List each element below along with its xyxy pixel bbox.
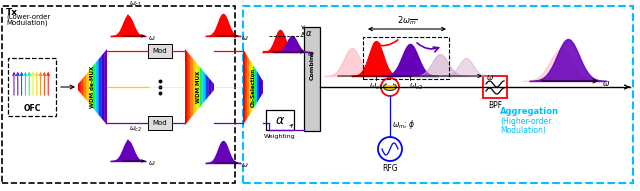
Polygon shape — [253, 65, 255, 109]
Polygon shape — [86, 70, 90, 104]
Text: WDM de-MUX: WDM de-MUX — [90, 66, 95, 108]
Text: RFG: RFG — [382, 164, 398, 173]
Text: Ch-Selection: Ch-Selection — [250, 67, 255, 107]
Polygon shape — [259, 75, 261, 99]
Text: $\alpha$: $\alpha$ — [275, 113, 285, 126]
Polygon shape — [90, 66, 93, 108]
Polygon shape — [261, 78, 263, 96]
Polygon shape — [202, 70, 205, 104]
Polygon shape — [247, 55, 249, 119]
Text: $\omega_m$; $\phi$: $\omega_m$; $\phi$ — [392, 118, 415, 131]
Polygon shape — [208, 77, 211, 97]
Text: $\omega_{c2}$: $\omega_{c2}$ — [129, 125, 142, 134]
Text: Weighting: Weighting — [264, 134, 296, 139]
Polygon shape — [196, 63, 200, 111]
Polygon shape — [81, 77, 84, 97]
Polygon shape — [251, 62, 253, 112]
Text: $\omega$: $\omega$ — [148, 159, 156, 167]
Text: (Higher-order: (Higher-order — [500, 117, 552, 125]
Polygon shape — [185, 49, 188, 125]
Polygon shape — [200, 66, 202, 108]
Text: OFC: OFC — [23, 104, 41, 113]
Text: Mod: Mod — [153, 120, 167, 126]
Text: $\omega_{c2}$: $\omega_{c2}$ — [409, 81, 423, 91]
Text: $\omega$: $\omega$ — [241, 161, 248, 169]
Polygon shape — [78, 80, 81, 94]
FancyBboxPatch shape — [304, 27, 320, 131]
Circle shape — [378, 137, 402, 161]
Text: Modulation): Modulation) — [6, 20, 47, 27]
Polygon shape — [257, 71, 259, 103]
Polygon shape — [211, 80, 214, 94]
Polygon shape — [99, 56, 101, 118]
Circle shape — [381, 78, 399, 96]
Ellipse shape — [383, 83, 397, 91]
Polygon shape — [191, 56, 194, 118]
Text: Combine: Combine — [310, 50, 314, 80]
Text: Modulation): Modulation) — [500, 125, 546, 134]
FancyBboxPatch shape — [148, 44, 172, 58]
Polygon shape — [245, 52, 247, 122]
Text: $\omega$: $\omega$ — [307, 50, 314, 58]
Polygon shape — [101, 53, 104, 121]
Polygon shape — [84, 74, 86, 100]
Text: Aggregation: Aggregation — [500, 107, 559, 116]
FancyBboxPatch shape — [148, 116, 172, 130]
Polygon shape — [249, 59, 251, 115]
Text: $\omega$: $\omega$ — [148, 34, 156, 42]
Polygon shape — [93, 63, 95, 111]
Polygon shape — [255, 68, 257, 106]
Text: BPF: BPF — [488, 101, 502, 110]
Polygon shape — [104, 49, 107, 125]
Polygon shape — [194, 60, 196, 114]
Text: $\omega_{c1}$: $\omega_{c1}$ — [369, 81, 383, 91]
Text: $\omega$: $\omega$ — [486, 74, 494, 83]
Text: WDM MUX: WDM MUX — [196, 71, 202, 103]
Polygon shape — [243, 49, 245, 125]
Text: $\omega_{c1}$: $\omega_{c1}$ — [129, 0, 142, 9]
FancyBboxPatch shape — [266, 110, 294, 130]
Text: $2\omega_{\overline{m}}$: $2\omega_{\overline{m}}$ — [397, 15, 417, 27]
Polygon shape — [188, 53, 191, 121]
Text: $\omega$: $\omega$ — [241, 34, 248, 42]
Text: Mod: Mod — [153, 48, 167, 54]
Text: Tx: Tx — [6, 8, 18, 17]
Text: $\alpha$: $\alpha$ — [305, 29, 312, 39]
Polygon shape — [205, 74, 208, 100]
Text: (Lower-order: (Lower-order — [6, 14, 51, 20]
FancyBboxPatch shape — [483, 76, 507, 98]
Text: $\omega$: $\omega$ — [602, 79, 610, 87]
Polygon shape — [95, 60, 99, 114]
